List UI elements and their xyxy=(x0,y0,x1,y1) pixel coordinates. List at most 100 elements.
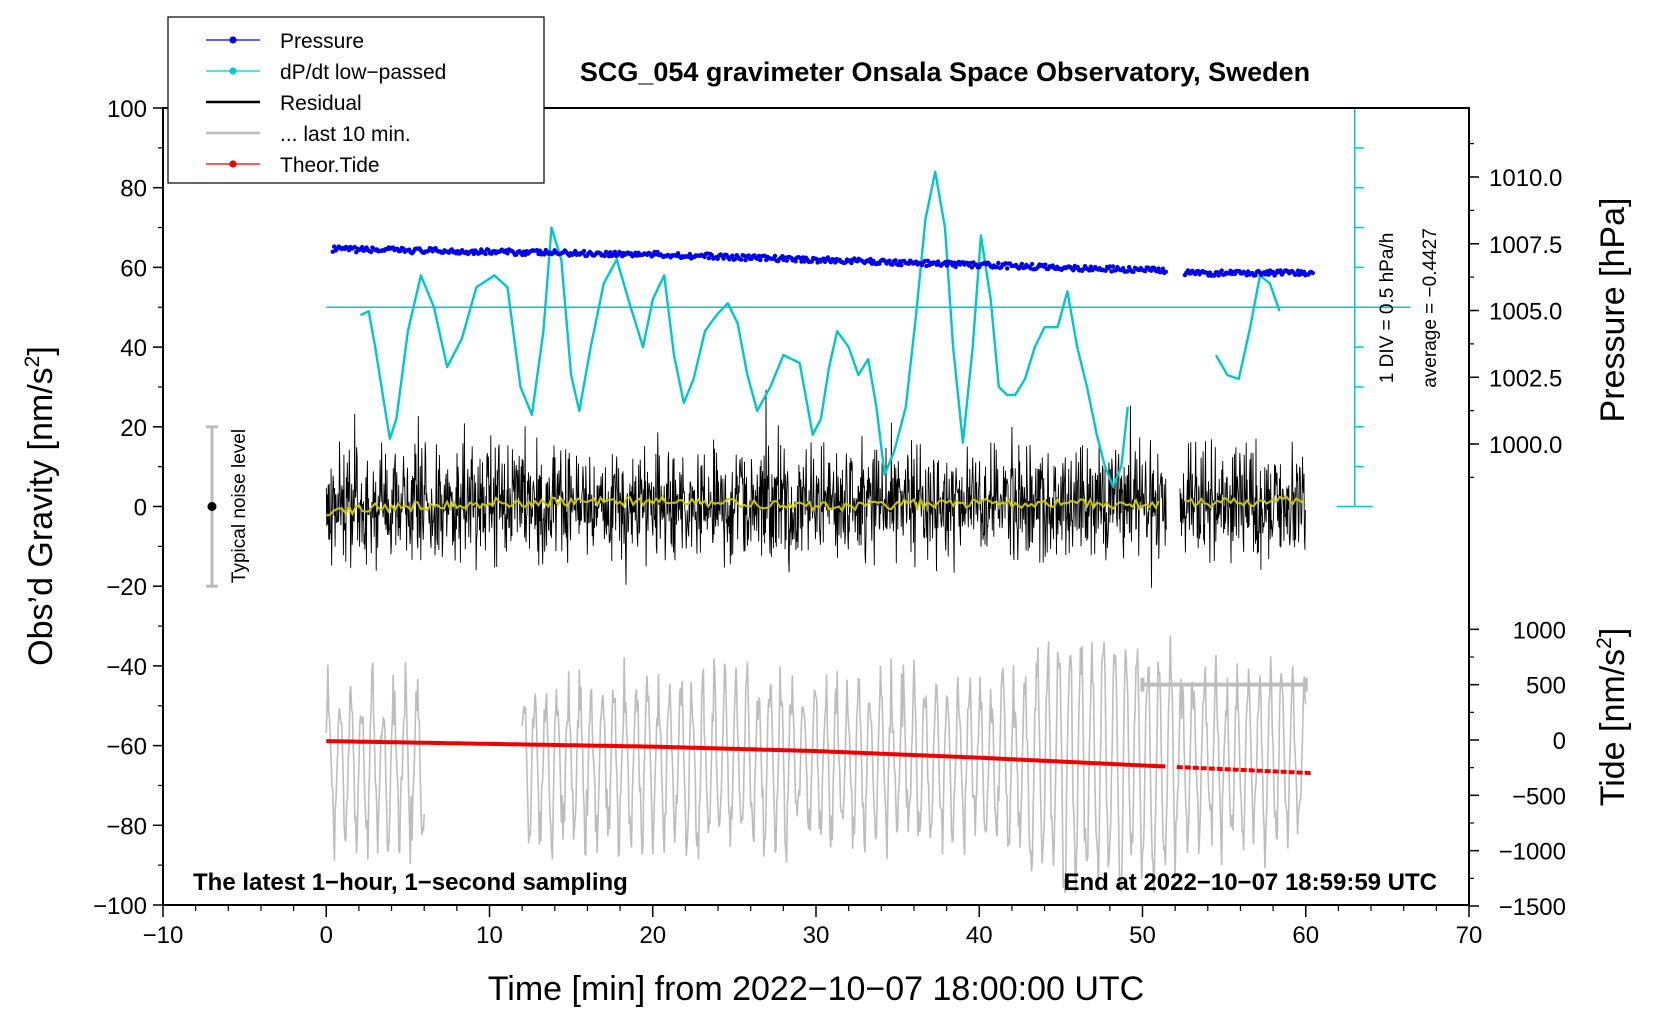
y-tick-label: −60 xyxy=(106,734,147,761)
pressure-point xyxy=(784,258,789,263)
pressure-point xyxy=(746,253,751,258)
legend-label: Theor.Tide xyxy=(280,154,380,177)
smoothed-residual-1 xyxy=(326,494,1160,517)
pressure-point xyxy=(730,253,735,258)
tide-line-2 xyxy=(1176,765,1313,776)
pressure-point xyxy=(687,251,692,257)
pressure-point xyxy=(1019,261,1025,267)
legend: Pressure dP/dt low−passed Residual ... last… xyxy=(167,16,545,184)
tide-tick-label: −500 xyxy=(1512,783,1566,810)
pressure-point xyxy=(1110,264,1116,269)
axis-ticks: −10 0 10 20 30 40 50 60 70100806040200−20−40−60−… xyxy=(93,96,1566,949)
pressure-point xyxy=(721,256,726,261)
legend-marker xyxy=(229,67,237,75)
x-tick-label: 10 xyxy=(476,922,503,949)
end-time-note: End at 2022−10−07 18:59:59 UTC xyxy=(1063,869,1437,896)
pressure-point xyxy=(1005,266,1010,271)
noise-bar-center xyxy=(207,502,217,511)
pressure-point xyxy=(743,257,748,263)
pressure-point xyxy=(953,264,958,270)
pressure-point xyxy=(893,258,898,263)
pressure-point xyxy=(1131,269,1136,274)
x-tick-label: 30 xyxy=(803,922,830,949)
pressure-point xyxy=(1029,261,1035,267)
pressure-point xyxy=(739,257,744,262)
legend-label: Residual xyxy=(280,92,362,115)
smoothed-residual-2 xyxy=(1184,495,1304,509)
pressure-point xyxy=(581,248,587,254)
dpdt-curve-1 xyxy=(359,170,1129,488)
pressure-point xyxy=(996,260,1001,266)
pressure-point xyxy=(573,248,578,254)
y-tick-label: −40 xyxy=(106,654,147,681)
y-axis-label-pressure: Pressure [hPa] xyxy=(1594,198,1632,423)
y-tick-label: 40 xyxy=(120,335,147,362)
pressure-point xyxy=(1301,269,1307,274)
tide-tick-label: 1000 xyxy=(1513,617,1566,644)
pressure-point xyxy=(602,253,607,259)
y-tick-label: −100 xyxy=(93,893,147,920)
y-tick-label: 20 xyxy=(120,415,147,442)
legend-entries: Pressure dP/dt low−passed Residual ... last… xyxy=(206,30,446,177)
plot-area xyxy=(205,107,1411,894)
pressure-point xyxy=(1212,273,1217,278)
pressure-tick-label: 1007.5 xyxy=(1489,232,1562,259)
pressure-point xyxy=(709,253,714,258)
tide-tick-label: 0 xyxy=(1553,728,1566,755)
pressure-point xyxy=(608,250,613,255)
tide-line-1 xyxy=(326,739,1166,769)
tide-tick-label: −1000 xyxy=(1499,839,1566,866)
y-axis-label-tide: Tide [nm/s2] xyxy=(1593,628,1632,807)
residual-trace-1 xyxy=(325,389,1168,588)
pressure-point xyxy=(1156,266,1161,271)
chart-title: SCG_054 gravimeter Onsala Space Observat… xyxy=(580,57,1310,87)
pressure-point xyxy=(505,251,510,256)
pressure-point xyxy=(1219,268,1224,273)
pressure-point xyxy=(890,262,895,267)
x-tick-label: 50 xyxy=(1129,922,1156,949)
pressure-point xyxy=(809,259,814,264)
legend-marker xyxy=(229,36,237,44)
pressure-point xyxy=(483,251,488,257)
grey-last10-trace-2 xyxy=(521,635,1307,894)
pressure-point xyxy=(944,263,950,268)
x-tick-label: 70 xyxy=(1456,922,1483,949)
pressure-point xyxy=(1163,269,1169,274)
dpdt-curve-2 xyxy=(1214,274,1281,381)
y-tick-label: 80 xyxy=(120,176,147,203)
x-tick-label: 60 xyxy=(1292,922,1319,949)
pressure-point xyxy=(368,249,374,255)
pressure-point xyxy=(1310,270,1316,276)
pressure-point xyxy=(758,257,763,263)
noise-level-label: Typical noise level xyxy=(229,429,250,583)
legend-label: ... last 10 min. xyxy=(280,123,411,146)
x-axis-label: Time [min] from 2022−10−07 18:00:00 UTC xyxy=(488,970,1144,1008)
pressure-point xyxy=(899,263,904,268)
sampling-note: The latest 1−hour, 1−second sampling xyxy=(193,869,628,896)
average-label: average = −0.4427 xyxy=(1420,228,1441,388)
y-tick-label: 0 xyxy=(134,495,147,522)
legend-box xyxy=(167,16,545,184)
pressure-point xyxy=(715,256,720,261)
pressure-point xyxy=(706,256,712,261)
y-tick-label: 60 xyxy=(120,255,147,282)
pressure-point xyxy=(1160,266,1166,271)
pressure-point xyxy=(793,259,798,264)
y-tick-label: −80 xyxy=(106,813,147,840)
y-tick-label: 100 xyxy=(107,96,147,123)
legend-label: dP/dt low−passed xyxy=(280,61,446,84)
tide-tick-label: −1500 xyxy=(1499,894,1566,921)
pressure-point xyxy=(360,244,365,250)
legend-label: Pressure xyxy=(280,30,364,53)
pressure-point xyxy=(1043,262,1048,267)
pressure-tick-label: 1000.0 xyxy=(1489,432,1562,459)
y-axis-label-left: Obs’d Gravity [nm/s2] xyxy=(21,346,60,666)
pressure-point xyxy=(1075,264,1080,270)
grey-last10-trace-1 xyxy=(325,661,425,865)
x-tick-label: 0 xyxy=(320,922,333,949)
y-tick-label: −20 xyxy=(106,574,147,601)
pressure-point xyxy=(772,253,778,259)
pressure-point xyxy=(1103,268,1108,273)
pressure-point xyxy=(969,265,975,270)
